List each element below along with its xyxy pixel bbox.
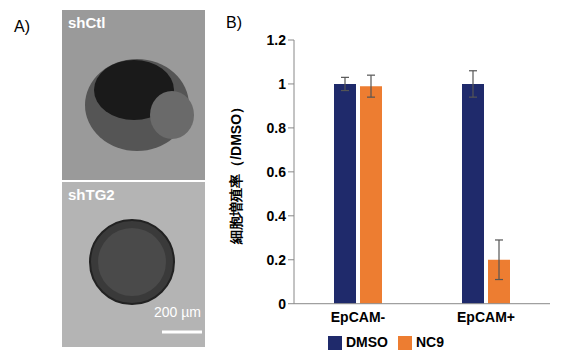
svg-text:EpCAM-: EpCAM- — [331, 309, 386, 325]
svg-text:0.6: 0.6 — [267, 164, 287, 180]
html-text:200 µm: 200 µm — [154, 304, 201, 320]
svg-text:1.2: 1.2 — [267, 32, 287, 48]
html-text:B): B) — [226, 14, 242, 31]
html-text:A): A) — [14, 18, 30, 35]
svg-text:0.2: 0.2 — [267, 252, 287, 268]
svg-text:0.8: 0.8 — [267, 120, 287, 136]
html-text:NC9: NC9 — [416, 333, 444, 350]
svg-text:細胞増殖率（/DMSO）: 細胞増殖率（/DMSO） — [228, 100, 244, 245]
svg-text:0: 0 — [278, 296, 286, 312]
html-text:shCtl: shCtl — [68, 14, 106, 31]
html-text:DMSO: DMSO — [346, 333, 388, 350]
svg-text:EpCAM+: EpCAM+ — [457, 309, 515, 325]
svg-text:0.4: 0.4 — [267, 208, 287, 224]
svg-text:1: 1 — [278, 76, 286, 92]
html-text:shTG2: shTG2 — [68, 186, 115, 203]
